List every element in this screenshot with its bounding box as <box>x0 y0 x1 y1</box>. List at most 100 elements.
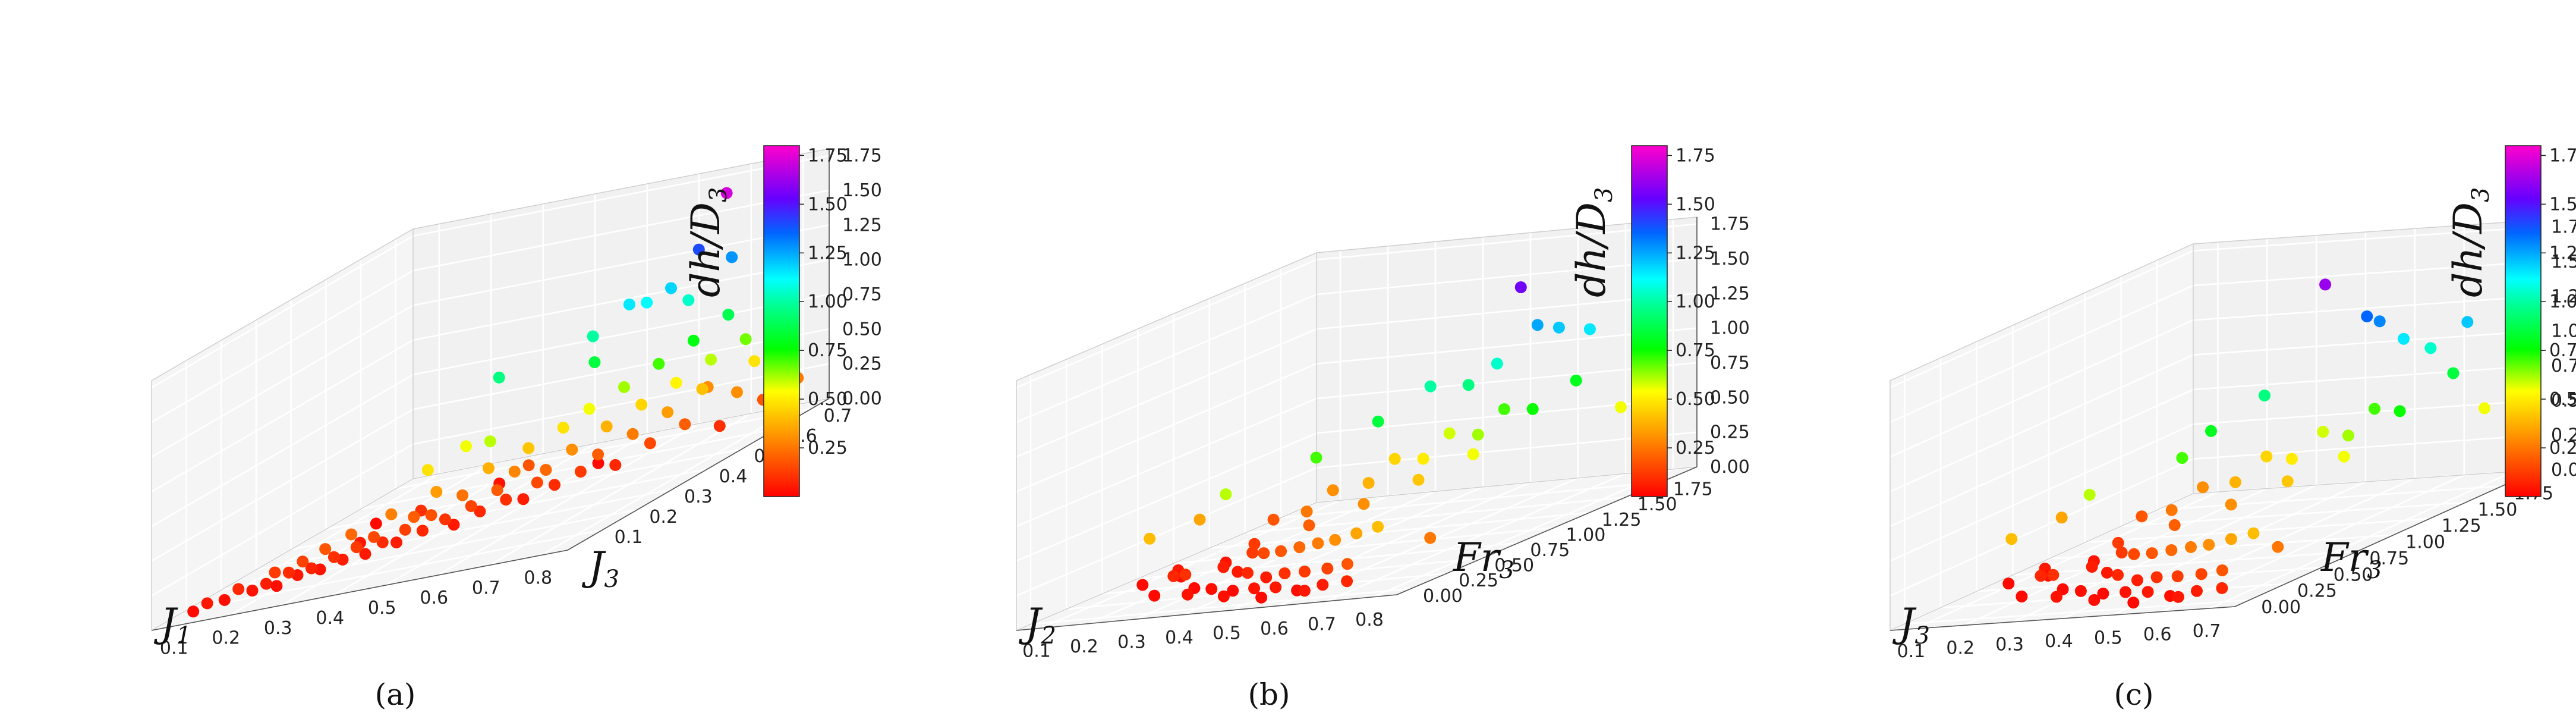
x-tick-label-a: 0.5 <box>368 598 396 619</box>
colorbar-tick-label-b: 0.75 <box>1676 340 1715 361</box>
data-point-a <box>218 594 231 606</box>
data-point-c <box>2055 511 2068 524</box>
data-point-c <box>2338 450 2350 463</box>
data-point-b <box>1372 415 1384 428</box>
data-point-b <box>1358 498 1370 510</box>
data-point-a <box>609 459 622 471</box>
data-point-c <box>2260 450 2273 463</box>
data-point-b <box>1462 379 1475 391</box>
colorbar-tick-label-c: 1.00 <box>2549 291 2576 312</box>
colorbar-tick-label-a: 1.75 <box>808 145 848 166</box>
data-point-c <box>2176 452 2188 464</box>
data-point-b <box>1298 585 1311 597</box>
colorbar-c: 0.250.500.751.001.251.501.75 <box>2505 145 2576 497</box>
data-point-c <box>2131 574 2143 586</box>
data-point-b <box>1327 484 1339 497</box>
data-point-c <box>2086 561 2098 573</box>
data-point-b <box>1514 281 1527 293</box>
data-point-a <box>399 523 411 536</box>
scatter-points-c <box>2002 278 2490 609</box>
colorbar-tick-label-b: 1.50 <box>1676 194 1715 215</box>
data-point-a <box>623 298 635 310</box>
z-tick-label-b: 1.25 <box>1710 283 1750 304</box>
y-tick-label-b: 0.00 <box>1423 586 1463 607</box>
data-point-c <box>2317 426 2329 438</box>
y-tick-label-c: 1.00 <box>2405 532 2445 553</box>
y-tick-label-b: 1.50 <box>1637 494 1677 515</box>
tick-labels-c: 0.1 0.2 0.3 0.4 0.5 0.6 0.70.000.250.500.751.0… <box>1897 217 2576 662</box>
data-point-b <box>1246 547 1259 559</box>
data-point-c <box>2479 402 2490 415</box>
data-point-a <box>483 462 495 475</box>
y-tick-label-a: 0.2 <box>649 507 678 528</box>
x-tick-label-b: 0.5 <box>1213 623 1241 643</box>
x-tick-label-a: 0.6 <box>420 588 448 608</box>
y-tick-label-b: 1.75 <box>1673 479 1713 500</box>
data-point-c <box>2285 453 2298 465</box>
data-point-b <box>1293 541 1306 554</box>
colorbar-b: 0.25 0.50 0.75 1.00 1.25 1.50 1.75 <box>1631 145 1715 497</box>
data-point-c <box>2195 568 2207 580</box>
data-point-a <box>679 418 691 431</box>
data-point-c <box>2165 504 2178 516</box>
data-point-a <box>682 294 695 306</box>
data-point-b <box>1242 567 1254 579</box>
data-point-a <box>508 465 521 478</box>
data-point-a <box>522 442 535 454</box>
y-tick-label-c: 1.50 <box>2478 500 2518 520</box>
data-point-b <box>1614 401 1627 413</box>
data-point-b <box>1443 427 1456 440</box>
x-tick-label-a: 0.4 <box>316 608 344 629</box>
data-point-a <box>345 528 358 541</box>
data-point-c <box>2225 533 2237 545</box>
data-point-a <box>370 517 382 530</box>
data-point-a <box>641 296 653 309</box>
data-point-b <box>1248 582 1261 595</box>
data-point-b <box>1232 566 1244 578</box>
data-point-a <box>592 448 604 461</box>
data-point-b <box>1278 567 1291 579</box>
colorbar-tick-label-a: 0.25 <box>808 438 848 459</box>
y-tick-label-c: 0.00 <box>2261 597 2301 618</box>
data-point-c <box>2185 541 2197 553</box>
x-tick-label-b: 0.8 <box>1355 610 1384 630</box>
data-point-c <box>2047 569 2059 581</box>
z-tick-label-a: 1.00 <box>842 250 882 271</box>
data-point-b <box>1227 585 1239 597</box>
data-point-c <box>2142 586 2154 598</box>
data-point-b <box>1217 561 1230 573</box>
data-point-a <box>465 500 477 512</box>
colorbar-frame-a <box>763 145 800 497</box>
data-point-c <box>2319 278 2332 291</box>
data-point-c <box>2035 570 2047 582</box>
data-point-c <box>2424 342 2437 354</box>
z-tick-label-b: 0.50 <box>1710 387 1750 408</box>
x-tick-label-b: 0.4 <box>1165 627 1193 648</box>
x-tick-label-c: 0.4 <box>2045 631 2073 652</box>
data-point-a <box>644 437 656 450</box>
data-point-b <box>1417 453 1429 465</box>
data-point-a <box>583 403 596 415</box>
data-point-c <box>2112 536 2124 549</box>
data-point-a <box>662 406 674 419</box>
data-point-c <box>2203 538 2215 551</box>
y-tick-label-b: 1.25 <box>1602 510 1642 530</box>
data-point-a <box>260 577 272 590</box>
data-point-b <box>1372 520 1384 533</box>
data-point-c <box>2191 585 2203 597</box>
data-point-c <box>2002 577 2015 590</box>
data-point-b <box>1570 374 1582 387</box>
data-point-b <box>1312 537 1324 550</box>
data-point-a <box>731 386 743 398</box>
data-point-b <box>1267 513 1280 526</box>
data-point-b <box>1275 545 1287 557</box>
y-tick-label-c: 1.25 <box>2442 516 2481 536</box>
data-point-b <box>1329 533 1341 546</box>
colorbar-tick-label-a: 0.75 <box>808 340 848 361</box>
data-point-b <box>1341 575 1353 588</box>
panel-a: 0.1 0.2 0.3 0.4 0.5 0.6 0.7 0.8 0.1 0.2 0.3 0.4 0.50… <box>151 145 882 712</box>
data-point-c <box>2229 476 2241 488</box>
z-tick-label-c: 1.75 <box>2551 217 2576 238</box>
data-point-a <box>368 531 380 543</box>
